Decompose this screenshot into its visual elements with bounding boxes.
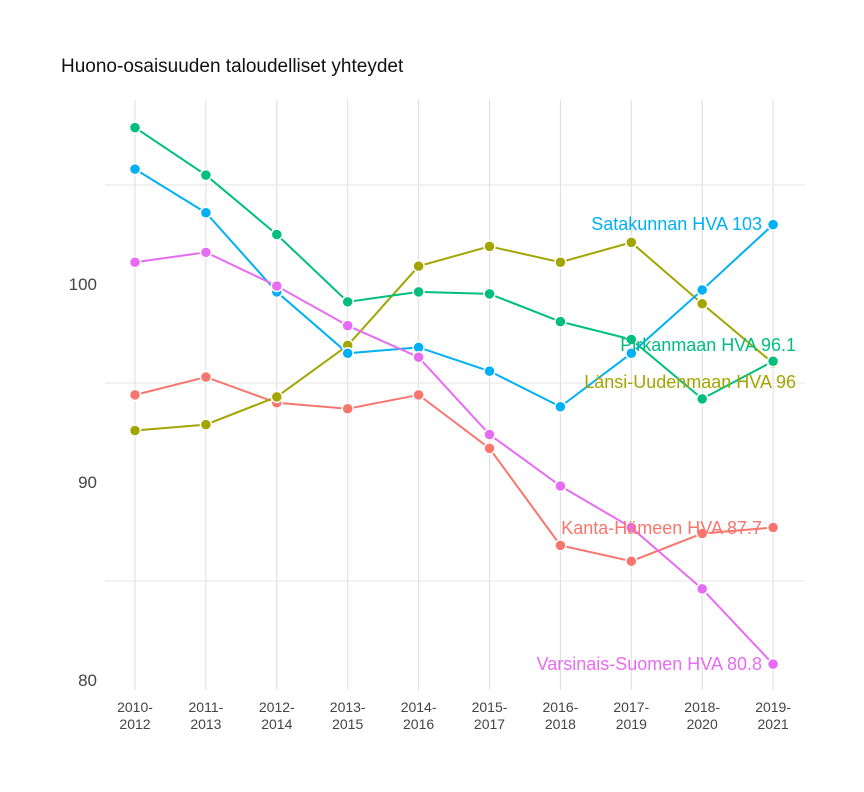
series-end-label: Länsi-Uudenmaan HVA 96: [584, 372, 796, 392]
series-lines: [134, 126, 774, 665]
data-point: [412, 259, 425, 273]
data-point: [554, 479, 567, 493]
data-point: [625, 521, 638, 534]
y-axis: 80 90 100: [69, 275, 97, 690]
x-tick-label: 2012-2014: [259, 699, 295, 732]
data-point: [766, 354, 780, 368]
data-point: [695, 582, 709, 596]
series-line: [134, 168, 774, 408]
data-point: [128, 388, 142, 402]
data-point: [625, 347, 638, 360]
data-point: [199, 418, 213, 431]
data-point: [341, 319, 354, 332]
x-tick-label: 2010-2012: [117, 699, 153, 732]
data-point: [625, 236, 638, 249]
data-point: [483, 364, 496, 378]
data-point: [341, 402, 354, 415]
data-point: [341, 295, 354, 309]
data-point: [199, 206, 213, 219]
data-point: [199, 168, 213, 182]
data-point: [128, 121, 142, 134]
data-point: [199, 246, 213, 259]
data-point: [766, 657, 780, 671]
data-point: [128, 424, 142, 437]
data-point: [695, 527, 709, 540]
x-tick-label: 2014-2016: [401, 699, 437, 732]
x-axis: 2010-2012 2011-2013 2012-2014 2013-2015 2014…: [117, 699, 791, 732]
data-point: [695, 283, 709, 297]
x-tick-label: 2011-2013: [189, 699, 224, 732]
y-tick-label: 100: [69, 275, 97, 294]
data-point: [412, 351, 425, 364]
data-point: [554, 400, 567, 414]
x-tick-label: 2017-2019: [613, 699, 649, 732]
data-point: [554, 539, 567, 552]
x-tick-label: 2016-2018: [542, 699, 578, 732]
series-end-label: Pirkanmaan HVA 96.1: [620, 335, 796, 355]
data-point: [128, 255, 142, 269]
data-point: [270, 279, 284, 293]
chart-title: Huono-osaisuuden taloudelliset yhteydet: [61, 56, 404, 77]
data-point: [199, 370, 213, 384]
data-point: [412, 388, 425, 402]
y-tick-label: 80: [78, 671, 97, 690]
data-point: [483, 428, 496, 441]
x-tick-label: 2013-2015: [330, 699, 366, 732]
series-end-label: Varsinais-Suomen HVA 80.8: [537, 654, 762, 674]
series-line: [134, 241, 774, 432]
series-line: [134, 376, 774, 563]
x-tick-label: 2018-2020: [684, 699, 720, 732]
data-point: [554, 255, 567, 269]
data-point: [341, 347, 354, 360]
series-line: [134, 126, 774, 401]
data-point: [412, 285, 425, 299]
data-point: [128, 162, 142, 176]
data-point: [483, 442, 496, 455]
x-tick-label: 2015-2017: [472, 699, 508, 732]
series-end-label: Satakunnan HVA 103: [591, 214, 762, 234]
series-end-label: Kanta-Hämeen HVA 87.7: [561, 518, 762, 538]
y-tick-label: 90: [78, 473, 97, 492]
series-line: [134, 251, 774, 665]
data-point: [766, 521, 780, 534]
data-point: [766, 218, 780, 231]
data-point: [695, 392, 709, 406]
data-point: [695, 297, 709, 311]
data-point: [483, 240, 496, 253]
series-end-labels: Kanta-Hämeen HVA 87.7 Länsi-Uudenmaan HVA…: [537, 214, 796, 674]
data-point: [554, 315, 567, 328]
series-points: [128, 121, 780, 671]
data-point: [625, 333, 638, 346]
data-point: [270, 390, 284, 404]
x-tick-label: 2019-2021: [755, 699, 791, 732]
data-point: [270, 228, 284, 241]
data-point: [625, 554, 638, 568]
data-point: [483, 287, 496, 301]
